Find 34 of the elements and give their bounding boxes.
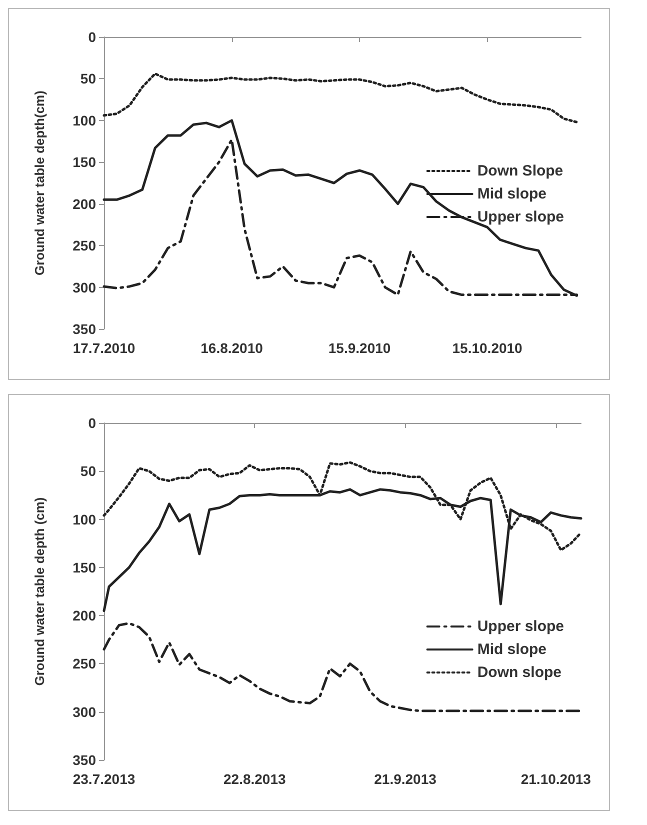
legend-label: Upper slope — [477, 208, 564, 226]
legend-label: Upper slope — [477, 618, 564, 635]
y-tick-label: 300 — [72, 279, 96, 296]
y-tick-label: 50 — [80, 70, 96, 87]
x-tick-label: 23.7.2013 — [72, 771, 136, 787]
y-tick-label: 350 — [72, 752, 96, 768]
y-tick-label: 150 — [72, 154, 96, 170]
x-tick-label: 15.10.2010 — [452, 340, 523, 356]
y-tick-label: 300 — [72, 704, 96, 720]
y-tick-label: 150 — [72, 559, 96, 576]
legend-label: Down Slope — [477, 162, 564, 180]
y-tick-label: 200 — [72, 196, 96, 212]
x-tick-label: 22.8.2013 — [223, 771, 286, 787]
y-tick-label: 250 — [72, 238, 96, 254]
x-tick-label: 21.9.2013 — [374, 771, 437, 787]
legend-label: Mid slope — [477, 641, 546, 658]
y-tick-label: 0 — [88, 415, 96, 431]
legend-label: Down slope — [477, 664, 562, 681]
y-tick-label: 200 — [72, 608, 96, 624]
line-series — [102, 72, 578, 124]
y-tick-label: 50 — [80, 463, 96, 480]
y-tick-label: 100 — [72, 511, 96, 528]
x-tick-label: 15.9.2010 — [328, 340, 391, 356]
y-tick-label: 350 — [72, 321, 96, 337]
line-series — [102, 622, 582, 712]
y-tick-label: 100 — [72, 112, 96, 128]
x-tick-label: 16.8.2010 — [200, 340, 264, 356]
y-tick-label: 0 — [88, 29, 96, 45]
y-axis-title: Ground water table depth(cm) — [32, 90, 47, 276]
y-axis-title: Ground water table depth (cm) — [32, 497, 47, 686]
y-tick-label: 250 — [72, 656, 96, 672]
legend-label: Mid slope — [477, 186, 546, 202]
x-tick-label: 21.10.2013 — [520, 771, 592, 787]
x-tick-label: 17.7.2010 — [72, 340, 136, 356]
